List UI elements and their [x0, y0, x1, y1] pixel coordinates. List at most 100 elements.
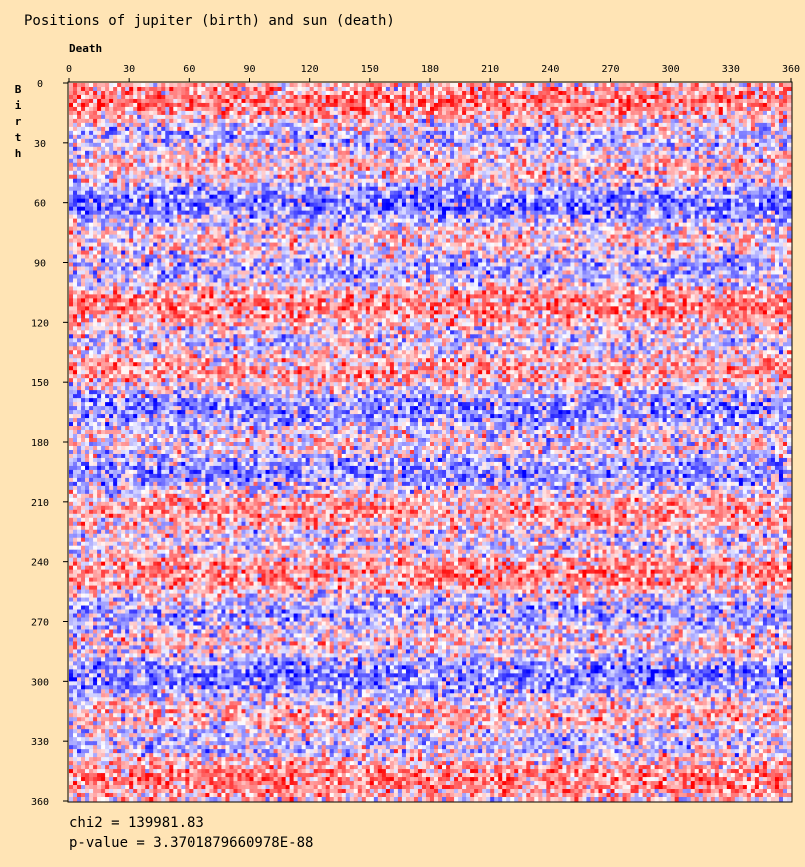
heatmap-cell	[305, 122, 311, 128]
heatmap-cell	[201, 190, 206, 196]
heatmap-cell	[626, 150, 631, 156]
heatmap-cell	[598, 186, 603, 192]
heatmap-cell	[438, 190, 443, 196]
heatmap-cell	[173, 186, 178, 192]
heatmap-cell	[133, 130, 138, 136]
heatmap-cell	[430, 102, 435, 108]
heatmap-cell	[634, 142, 639, 148]
heatmap-cell	[498, 134, 503, 140]
heatmap-cell	[670, 106, 676, 112]
heatmap-cell	[638, 98, 643, 104]
heatmap-cell	[325, 114, 331, 120]
heatmap-cell	[770, 118, 776, 124]
heatmap-cell	[81, 122, 86, 128]
heatmap-cell	[297, 154, 303, 160]
heatmap-cell	[462, 182, 467, 188]
heatmap-cell	[81, 190, 86, 196]
heatmap-cell	[345, 138, 351, 144]
heatmap-cell	[746, 94, 752, 100]
heatmap-cell	[401, 94, 407, 100]
heatmap-cell	[690, 102, 696, 108]
heatmap-cell	[337, 138, 343, 144]
heatmap-cell	[498, 170, 503, 176]
heatmap-cell	[185, 83, 190, 88]
heatmap-cell	[409, 174, 415, 180]
heatmap-cell	[518, 130, 523, 136]
heatmap-cell	[682, 90, 688, 96]
heatmap-cell	[189, 162, 194, 168]
heatmap-cell	[321, 146, 327, 152]
heatmap-cell	[770, 162, 776, 168]
heatmap-cell	[670, 118, 676, 124]
heatmap-cell	[430, 162, 435, 168]
heatmap-cell	[241, 154, 246, 160]
heatmap-cell	[558, 146, 563, 152]
heatmap-cell	[381, 178, 387, 184]
heatmap-cell	[253, 190, 258, 196]
heatmap-cell	[73, 178, 78, 184]
heatmap-cell	[550, 90, 555, 96]
heatmap-cell	[578, 83, 583, 88]
heatmap-cell	[133, 86, 138, 92]
heatmap-cell	[750, 102, 756, 108]
heatmap-cell	[89, 138, 94, 144]
heatmap-cell	[373, 94, 379, 100]
heatmap-cell	[698, 134, 704, 140]
heatmap-cell	[610, 98, 615, 104]
heatmap-cell	[730, 174, 736, 180]
heatmap-cell	[510, 162, 515, 168]
heatmap-cell	[357, 178, 363, 184]
heatmap-cell	[782, 90, 788, 96]
heatmap-cell	[137, 86, 142, 92]
heatmap-cell	[522, 110, 527, 116]
heatmap-cell	[269, 122, 274, 128]
heatmap-cell	[658, 98, 664, 104]
heatmap-cell	[169, 98, 174, 104]
heatmap-cell	[381, 190, 387, 196]
heatmap-cell	[229, 86, 234, 92]
heatmap-cell	[646, 178, 652, 184]
heatmap-cell	[582, 146, 587, 152]
heatmap-cell	[85, 146, 90, 152]
heatmap-cell	[181, 138, 186, 144]
heatmap-cell	[357, 122, 363, 128]
heatmap-cell	[710, 186, 716, 192]
heatmap-cell	[486, 126, 491, 132]
heatmap-cell	[193, 90, 198, 96]
heatmap-cell	[498, 186, 503, 192]
heatmap-cell	[249, 186, 254, 192]
heatmap-cell	[165, 122, 170, 128]
heatmap-cell	[734, 106, 740, 112]
heatmap-cell	[249, 178, 254, 184]
heatmap-cell	[305, 170, 311, 176]
heatmap-cell	[145, 106, 150, 112]
heatmap-cell	[438, 98, 443, 104]
heatmap-cell	[177, 130, 182, 136]
heatmap-cell	[478, 83, 483, 88]
heatmap-cell	[758, 134, 764, 140]
heatmap-cell	[377, 114, 383, 120]
heatmap-cell	[466, 83, 471, 88]
heatmap-cell	[538, 154, 543, 160]
heatmap-cell	[301, 186, 307, 192]
heatmap-cell	[602, 142, 607, 148]
heatmap-cell	[277, 174, 282, 180]
heatmap-cell	[381, 126, 387, 132]
heatmap-cell	[634, 150, 639, 156]
heatmap-cell	[534, 86, 539, 92]
heatmap-cell	[514, 186, 519, 192]
heatmap-cell	[718, 154, 724, 160]
heatmap-cell	[482, 166, 487, 172]
heatmap-cell	[686, 134, 692, 140]
heatmap-cell	[197, 142, 202, 148]
heatmap-cell	[113, 158, 118, 164]
heatmap-cell	[401, 190, 407, 196]
heatmap-cell	[614, 102, 619, 108]
heatmap-cell	[742, 94, 748, 100]
heatmap-cell	[746, 178, 752, 184]
heatmap-cell	[321, 186, 327, 192]
heatmap-cell	[121, 186, 126, 192]
heatmap-cell	[454, 114, 459, 120]
heatmap-cell	[770, 126, 776, 132]
heatmap-cell	[470, 166, 475, 172]
